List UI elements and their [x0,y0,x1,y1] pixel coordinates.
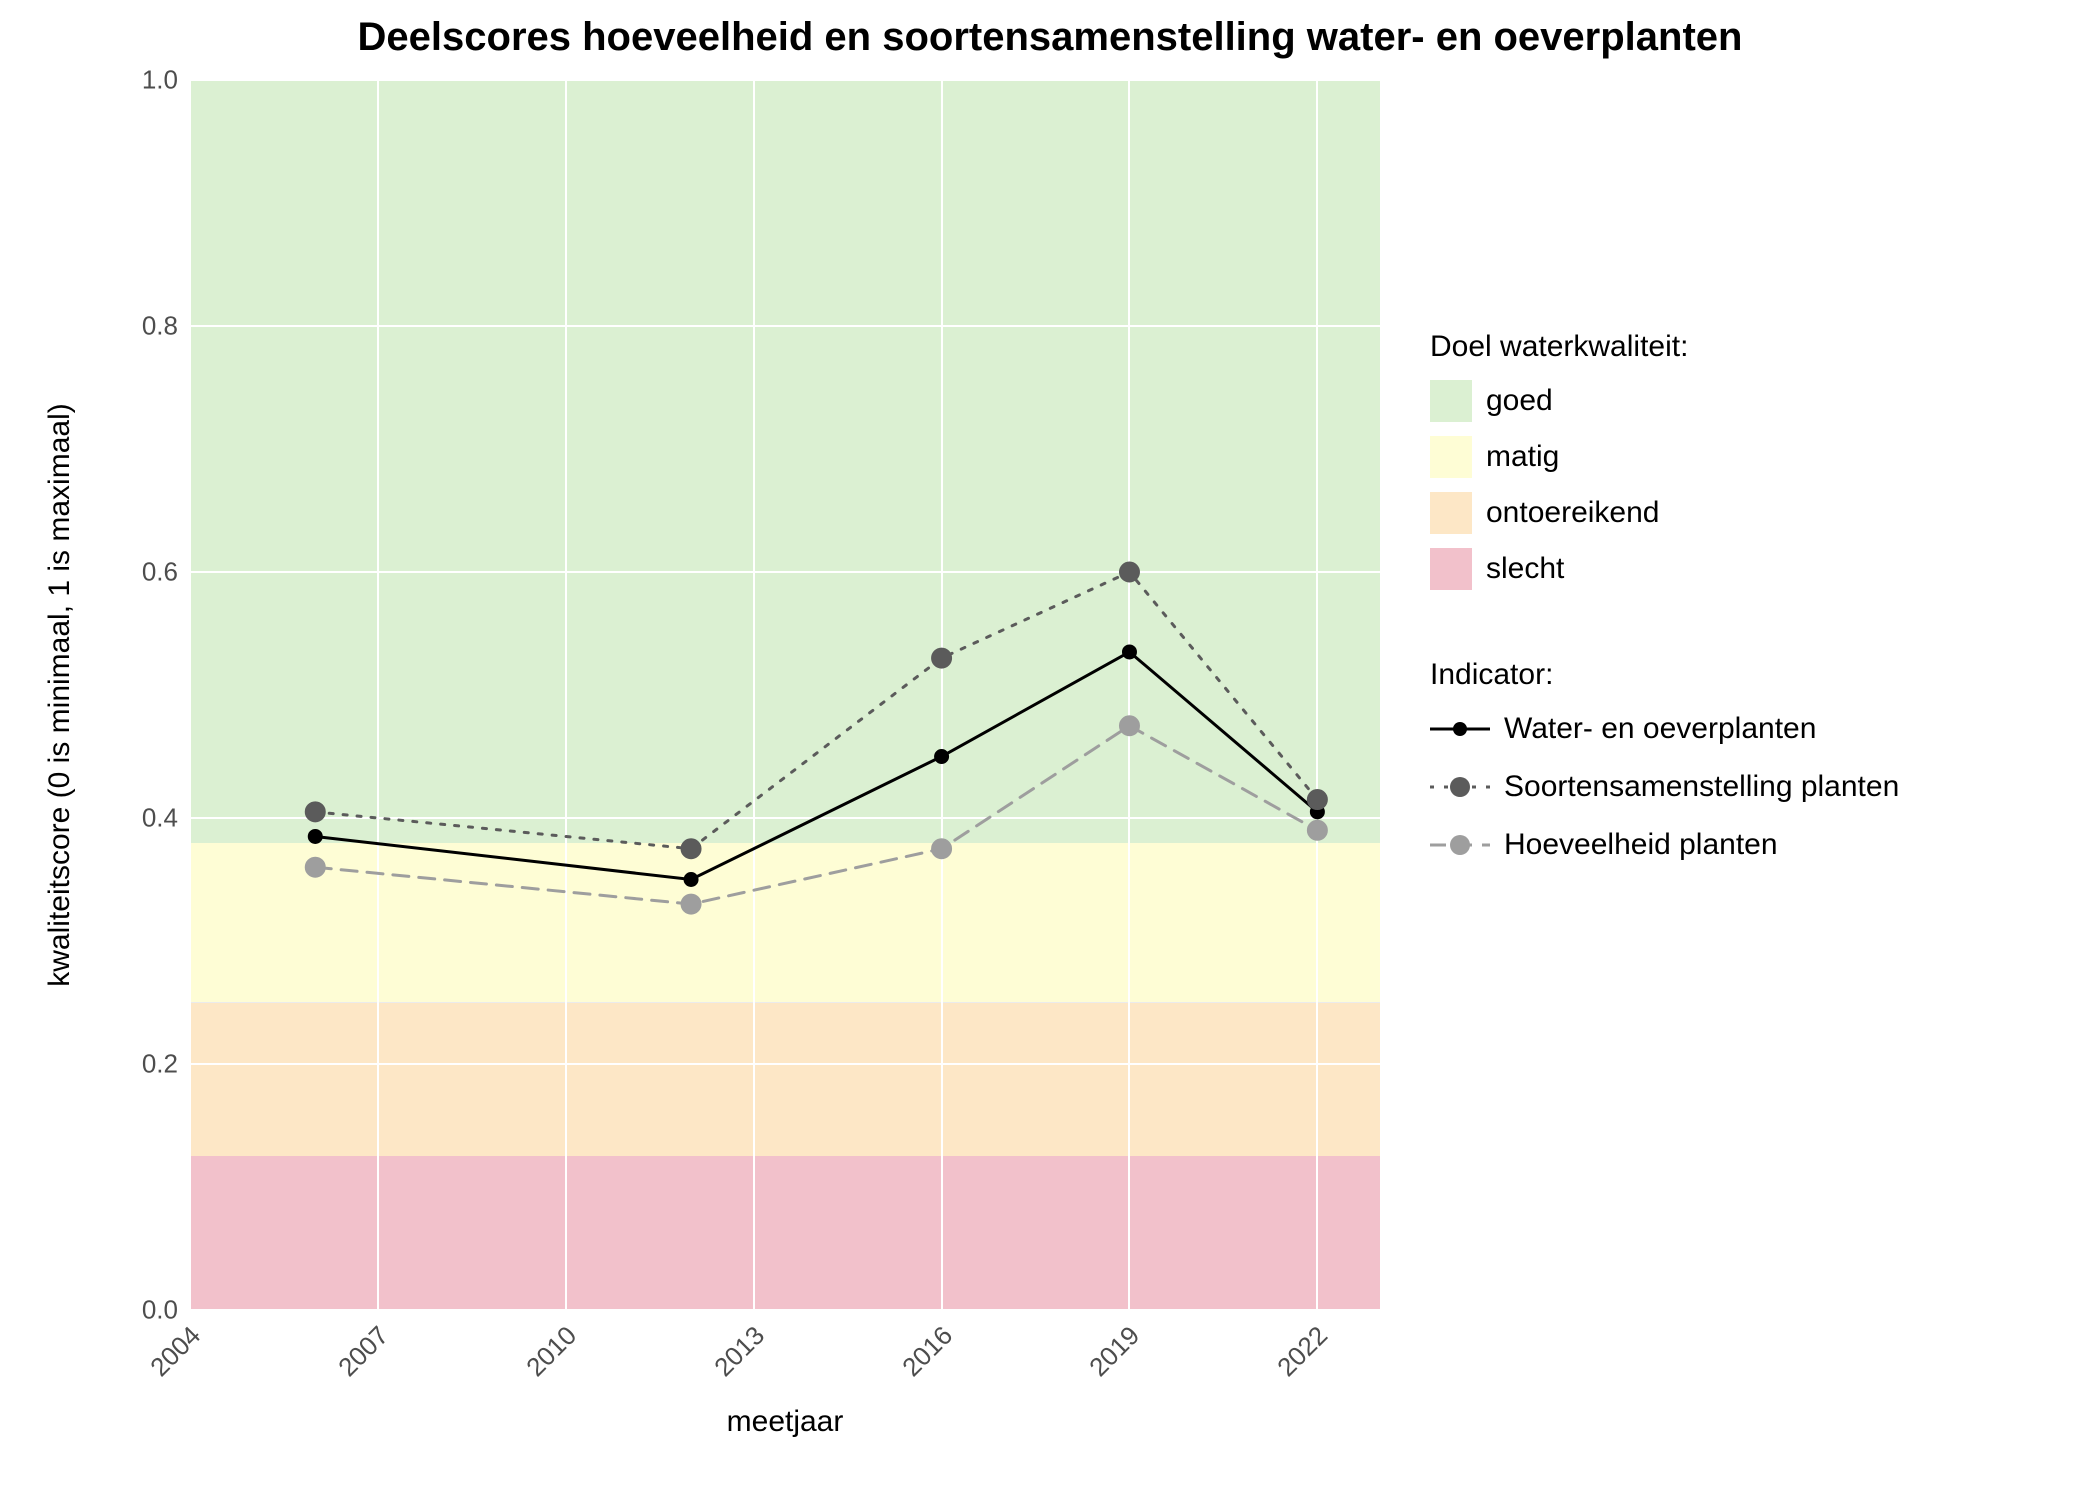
series-point-hoeveelheid [1307,820,1327,840]
series-point-hoeveelheid [305,857,325,877]
legend-indicator-swatch [1430,775,1490,799]
series-point-hoeveelheid [681,894,701,914]
series-point-hoeveelheid [932,839,952,859]
series-point-soortensamenstelling [1119,562,1139,582]
y-tick-label: 0.4 [142,803,190,834]
x-tick-label: 2022 [1312,1320,1319,1327]
y-tick-label: 0.2 [142,1049,190,1080]
legend-label: ontoereikend [1486,496,1659,530]
chart-title: Deelscores hoeveelheid en soortensamenst… [0,15,2100,60]
legend-label: Hoeveelheid planten [1504,828,1778,862]
legend-swatch [1430,492,1472,534]
x-tick-label: 2016 [937,1320,944,1327]
legend-indicator-swatch [1430,833,1490,857]
legend-quality-title: Doel waterkwaliteit: [1430,330,1899,364]
y-tick-label: 0.8 [142,311,190,342]
x-tick-label: 2013 [749,1320,756,1327]
x-tick-label: 2019 [1124,1320,1131,1327]
legend-indicator-swatch [1430,717,1490,741]
series-line-water_en_oeverplanten [315,652,1317,880]
series-line-soortensamenstelling [315,572,1317,849]
series-point-water_en_oeverplanten [935,750,949,764]
legend-indicator-item-soortensamenstelling: Soortensamenstelling planten [1430,770,1899,804]
legend-label: Soortensamenstelling planten [1504,770,1899,804]
legend-quality-group: Doel waterkwaliteit: goed matig ontoereike… [1430,330,1899,590]
legend-indicator-title: Indicator: [1430,658,1899,692]
y-axis-label: kwaliteitscore (0 is minimaal, 1 is maxi… [43,403,77,986]
y-tick-label: 1.0 [142,65,190,96]
y-tick-label: 0.6 [142,557,190,588]
series-lines [190,80,1380,1310]
series-point-soortensamenstelling [681,839,701,859]
legend-quality-items: goed matig ontoereikend slecht [1430,380,1899,590]
legend-quality-item-slecht: slecht [1430,548,1899,590]
series-point-soortensamenstelling [1307,790,1327,810]
legend-label: goed [1486,384,1553,418]
legend-indicator-item-hoeveelheid: Hoeveelheid planten [1430,828,1899,862]
series-point-water_en_oeverplanten [684,873,698,887]
series-point-water_en_oeverplanten [1122,645,1136,659]
legend-swatch [1430,548,1472,590]
series-point-water_en_oeverplanten [308,829,322,843]
legend-indicator-items: Water- en oeverplanten Soortensamenstelli… [1430,712,1899,862]
x-tick-label: 2007 [373,1320,380,1327]
legend-quality-item-matig: matig [1430,436,1899,478]
plot-area: 0.00.20.40.60.81.0 200420072010201320162… [190,80,1380,1310]
legend-swatch [1430,380,1472,422]
legend-indicator-item-water_en_oeverplanten: Water- en oeverplanten [1430,712,1899,746]
series-point-hoeveelheid [1119,716,1139,736]
legend-quality-item-ontoereikend: ontoereikend [1430,492,1899,534]
x-axis-label: meetjaar [727,1405,844,1439]
legend-swatch [1430,436,1472,478]
x-tick-label: 2010 [561,1320,568,1327]
series-point-soortensamenstelling [932,648,952,668]
legend-label: Water- en oeverplanten [1504,712,1816,746]
legend-label: slecht [1486,552,1564,586]
legend: Doel waterkwaliteit: goed matig ontoereike… [1430,330,1899,862]
series-point-soortensamenstelling [305,802,325,822]
chart-container: Deelscores hoeveelheid en soortensamenst… [0,0,2100,1500]
legend-quality-item-goed: goed [1430,380,1899,422]
legend-indicator-group: Indicator: Water- en oeverplanten Soorten… [1430,658,1899,862]
legend-label: matig [1486,440,1559,474]
